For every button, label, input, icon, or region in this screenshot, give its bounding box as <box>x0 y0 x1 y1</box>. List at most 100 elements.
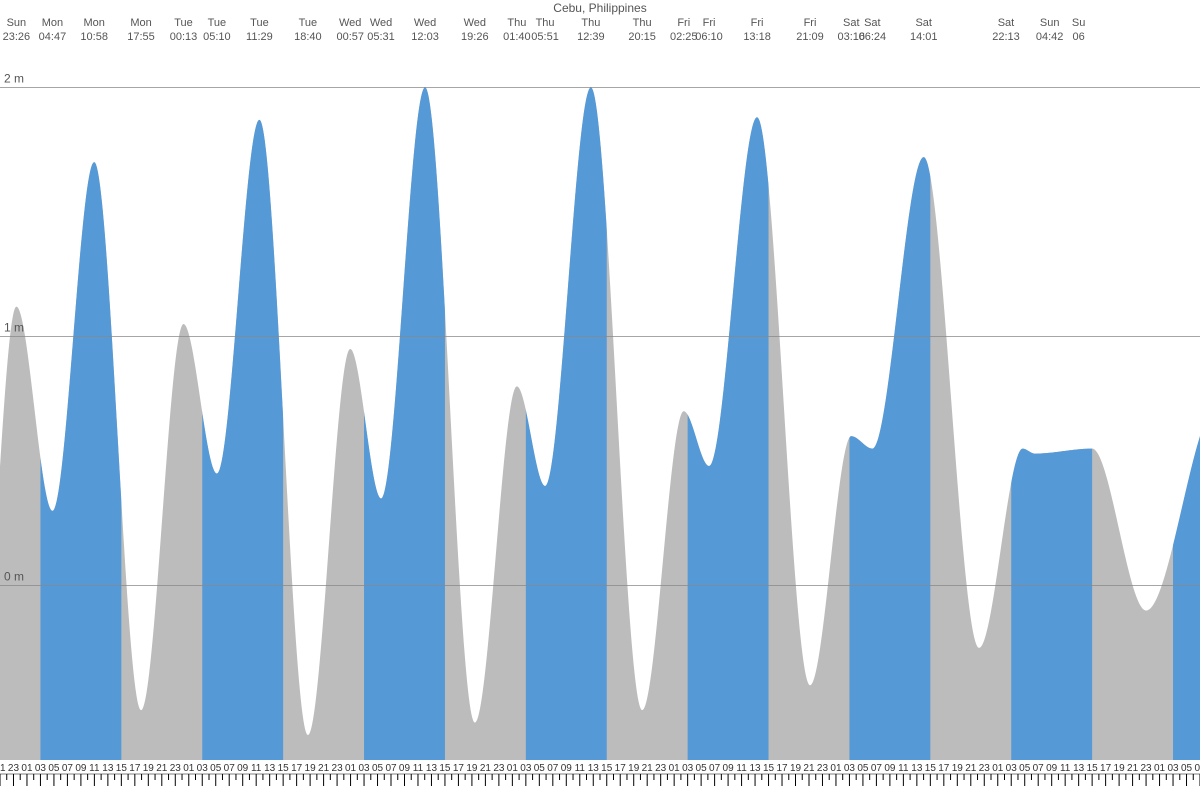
extremum-day-label: Thu <box>633 17 652 29</box>
extremum-day-label: Tue <box>208 17 227 29</box>
x-hour-label: 23 <box>170 763 182 774</box>
x-hour-label: 23 <box>817 763 829 774</box>
x-hour-label: 05 <box>210 763 222 774</box>
x-hour-label: 17 <box>291 763 303 774</box>
extremum-day-label: Fri <box>703 17 716 29</box>
extremum-day-label: Thu <box>536 17 555 29</box>
extremum-day-label: Sat <box>843 17 860 29</box>
extremum-time-label: 11:29 <box>246 31 273 43</box>
x-hour-label: 09 <box>723 763 735 774</box>
x-hour-label: 05 <box>372 763 384 774</box>
extremum-time-label: 06:10 <box>695 31 723 43</box>
x-hour-label: 15 <box>925 763 937 774</box>
x-hour-label: 21 <box>480 763 492 774</box>
x-hour-label: 17 <box>938 763 950 774</box>
extremum-day-label: Wed <box>414 17 436 29</box>
x-hour-label: 19 <box>143 763 155 774</box>
extremum-day-label: Sun <box>7 17 27 29</box>
extremum-day-label: Tue <box>299 17 318 29</box>
extremum-time-label: 01:40 <box>503 31 531 43</box>
x-hour-label: 07 <box>709 763 721 774</box>
extremum-day-label: Sun <box>1040 17 1060 29</box>
extremum-time-label: 00:57 <box>336 31 364 43</box>
x-hour-label: 11 <box>898 763 909 774</box>
x-hour-label: 11 <box>89 763 100 774</box>
extremum-time-label: 05:10 <box>203 31 231 43</box>
extremum-day-label: Su <box>1072 17 1085 29</box>
x-hour-label: 09 <box>1046 763 1058 774</box>
extremum-time-label: 04:42 <box>1036 31 1064 43</box>
x-hour-label: 21 <box>156 763 168 774</box>
x-hour-label: 21 <box>642 763 654 774</box>
x-hour-label: 01 <box>21 763 33 774</box>
extremum-time-label: 04:47 <box>39 31 67 43</box>
x-hour-label: 07 <box>1194 763 1200 774</box>
x-hour-label: 07 <box>871 763 883 774</box>
extremum-day-label: Fri <box>804 17 817 29</box>
x-hour-label: 15 <box>439 763 451 774</box>
x-hour-label: 23 <box>979 763 991 774</box>
extremum-day-label: Thu <box>581 17 600 29</box>
y-axis-label: 1 m <box>4 320 24 334</box>
x-hour-label: 03 <box>1006 763 1018 774</box>
x-hour-label: 03 <box>197 763 209 774</box>
extremum-time-label: 14:01 <box>910 31 938 43</box>
extremum-time-label: 06:24 <box>859 31 887 43</box>
x-hour-label: 07 <box>547 763 559 774</box>
x-hour-label: 15 <box>763 763 775 774</box>
x-hour-label: 11 <box>1060 763 1071 774</box>
x-hour-label: 17 <box>776 763 788 774</box>
x-hour-label: 05 <box>1181 763 1193 774</box>
x-hour-label: 15 <box>1087 763 1099 774</box>
extremum-time-label: 18:40 <box>294 31 322 43</box>
x-hour-label: 09 <box>237 763 249 774</box>
x-hour-label: 09 <box>75 763 87 774</box>
extremum-day-label: Wed <box>370 17 392 29</box>
extremum-time-label: 06 <box>1073 31 1085 43</box>
x-hour-label: 19 <box>466 763 478 774</box>
x-hour-label: 05 <box>534 763 546 774</box>
x-hour-label: 15 <box>116 763 128 774</box>
x-hour-label: 05 <box>857 763 869 774</box>
x-hour-label: 07 <box>62 763 74 774</box>
x-hour-label: 11 <box>575 763 586 774</box>
x-hour-label: 01 <box>1154 763 1166 774</box>
extremum-time-label: 10:58 <box>80 31 108 43</box>
x-hour-label: 21 <box>965 763 977 774</box>
extremum-day-label: Tue <box>174 17 193 29</box>
x-hour-label: 21 <box>0 763 6 774</box>
x-hour-label: 13 <box>749 763 761 774</box>
extremum-time-label: 12:39 <box>577 31 605 43</box>
x-hour-label: 19 <box>305 763 317 774</box>
x-hour-label: 11 <box>736 763 747 774</box>
extremum-time-label: 00:13 <box>170 31 198 43</box>
x-hour-label: 21 <box>318 763 330 774</box>
x-hour-label: 13 <box>264 763 276 774</box>
x-hour-label: 15 <box>601 763 613 774</box>
x-hour-label: 23 <box>493 763 505 774</box>
extremum-time-label: 05:51 <box>531 31 559 43</box>
x-hour-label: 01 <box>183 763 195 774</box>
x-hour-label: 11 <box>413 763 424 774</box>
extremum-time-label: 21:09 <box>796 31 824 43</box>
x-hour-label: 13 <box>588 763 600 774</box>
x-hour-label: 09 <box>884 763 896 774</box>
extremum-time-label: 17:55 <box>127 31 155 43</box>
x-hour-label: 17 <box>129 763 141 774</box>
chart-svg: 0 m1 m2 m2123010305070911131517192123010… <box>0 0 1200 800</box>
x-hour-label: 13 <box>426 763 438 774</box>
extremum-day-label: Mon <box>42 17 63 29</box>
x-hour-label: 17 <box>1100 763 1112 774</box>
extremum-day-label: Sat <box>915 17 932 29</box>
x-hour-label: 09 <box>399 763 411 774</box>
x-hour-label: 23 <box>655 763 667 774</box>
x-hour-label: 19 <box>790 763 802 774</box>
extremum-day-label: Mon <box>83 17 104 29</box>
extremum-day-label: Fri <box>751 17 764 29</box>
extremum-day-label: Wed <box>339 17 361 29</box>
x-hour-label: 21 <box>1127 763 1139 774</box>
x-hour-label: 17 <box>615 763 627 774</box>
x-hour-label: 05 <box>696 763 708 774</box>
x-hour-label: 01 <box>345 763 357 774</box>
x-hour-label: 01 <box>669 763 681 774</box>
